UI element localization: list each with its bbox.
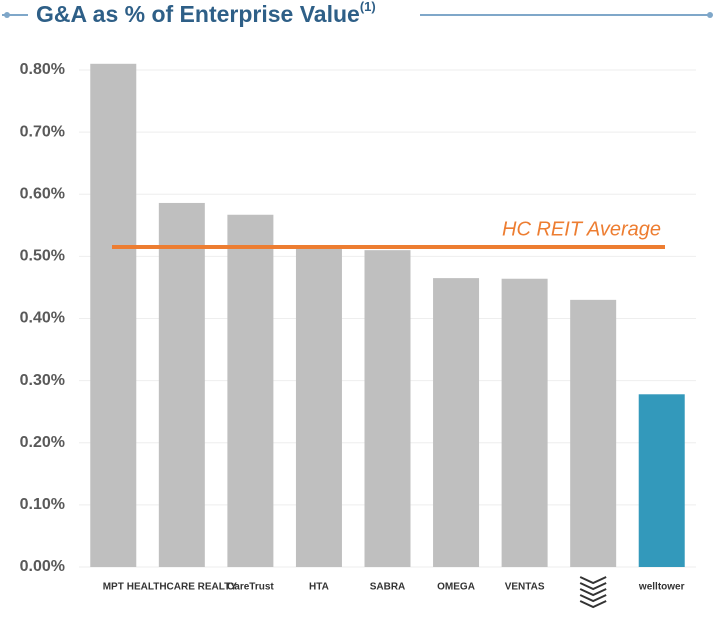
logo-chevron — [579, 576, 607, 585]
y-tick-label: 0.50% — [20, 248, 65, 265]
title-superscript: (1) — [360, 0, 376, 14]
logo-chevron — [579, 588, 607, 597]
bar — [638, 394, 685, 567]
chart-title: G&A as % of Enterprise Value(1) — [36, 0, 376, 27]
bar — [90, 63, 137, 567]
bar — [227, 214, 274, 567]
y-tick-label: 0.60% — [20, 185, 65, 202]
bar — [570, 299, 617, 567]
x-tick-label: CareTrust — [227, 582, 274, 593]
y-tick-label: 0.30% — [20, 372, 65, 389]
logo-chevron — [579, 600, 607, 609]
logo-chevron — [579, 594, 607, 603]
bar — [364, 250, 411, 567]
title-text: G&A as % of Enterprise Value — [36, 1, 360, 27]
x-tick-label: SABRA — [370, 582, 406, 593]
y-tick-label: 0.10% — [20, 496, 65, 513]
bar — [433, 278, 480, 567]
title-decoration — [4, 12, 10, 18]
x-tick-label: MPT — [103, 582, 124, 593]
y-tick-label: 0.20% — [20, 434, 65, 451]
y-tick-label: 0.40% — [20, 310, 65, 327]
y-tick-label: 0.70% — [20, 123, 65, 140]
bar — [158, 202, 205, 567]
y-tick-label: 0.00% — [20, 558, 65, 575]
title-decoration — [707, 12, 713, 18]
bar — [501, 278, 548, 567]
x-tick-label: HEALTHCARE REALTY — [127, 582, 238, 593]
x-tick-label: HTA — [309, 582, 329, 593]
x-tick-label: welltower — [638, 582, 685, 593]
reference-label: HC REIT Average — [502, 218, 661, 240]
x-tick-label: OMEGA — [437, 582, 475, 593]
y-tick-label: 0.80% — [20, 61, 65, 78]
x-tick-label: VENTAS — [505, 582, 545, 593]
logo-chevron — [579, 582, 607, 591]
bar — [295, 245, 342, 567]
